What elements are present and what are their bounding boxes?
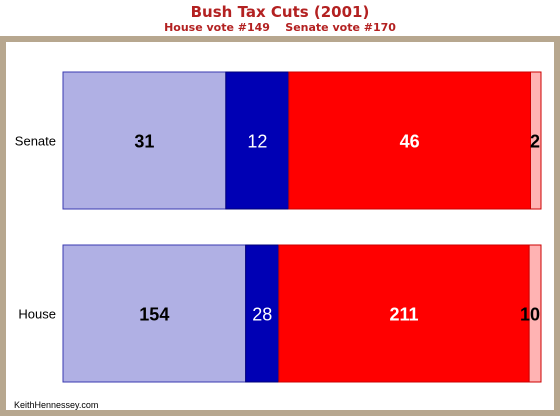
- bar-house-segment-4: [528, 244, 542, 383]
- data-label-senate-segment-4: 2: [530, 132, 540, 152]
- category-label-senate: Senate: [15, 134, 56, 149]
- data-label-house-segment-4: 10: [520, 305, 540, 325]
- data-label-senate-segment-3: 46: [400, 132, 420, 152]
- bar-senate-segment-2: [225, 71, 290, 210]
- bar-senate-segment-1: [62, 71, 227, 210]
- chart-title: Bush Tax Cuts (2001): [190, 3, 370, 21]
- house-vote-label: House vote #149: [164, 21, 270, 34]
- source-credit: KeithHennessey.com: [14, 400, 99, 410]
- data-label-house-segment-2: 28: [252, 305, 272, 325]
- chart-subtitle: House vote #149 Senate vote #170: [0, 21, 560, 34]
- senate-vote-label: Senate vote #170: [285, 21, 396, 34]
- data-label-house-segment-3: 211: [389, 305, 418, 325]
- bar-senate-segment-4: [529, 71, 542, 210]
- data-label-house-segment-1: 154: [139, 305, 169, 325]
- data-label-senate-segment-1: 31: [134, 132, 154, 152]
- data-label-senate-segment-2: 12: [247, 132, 267, 152]
- bar-house-segment-2: [245, 244, 280, 383]
- category-label-house: House: [18, 307, 56, 322]
- bar-senate-segment-3: [288, 71, 531, 210]
- bar-house-segment-1: [62, 244, 247, 383]
- bar-house-segment-3: [278, 244, 530, 383]
